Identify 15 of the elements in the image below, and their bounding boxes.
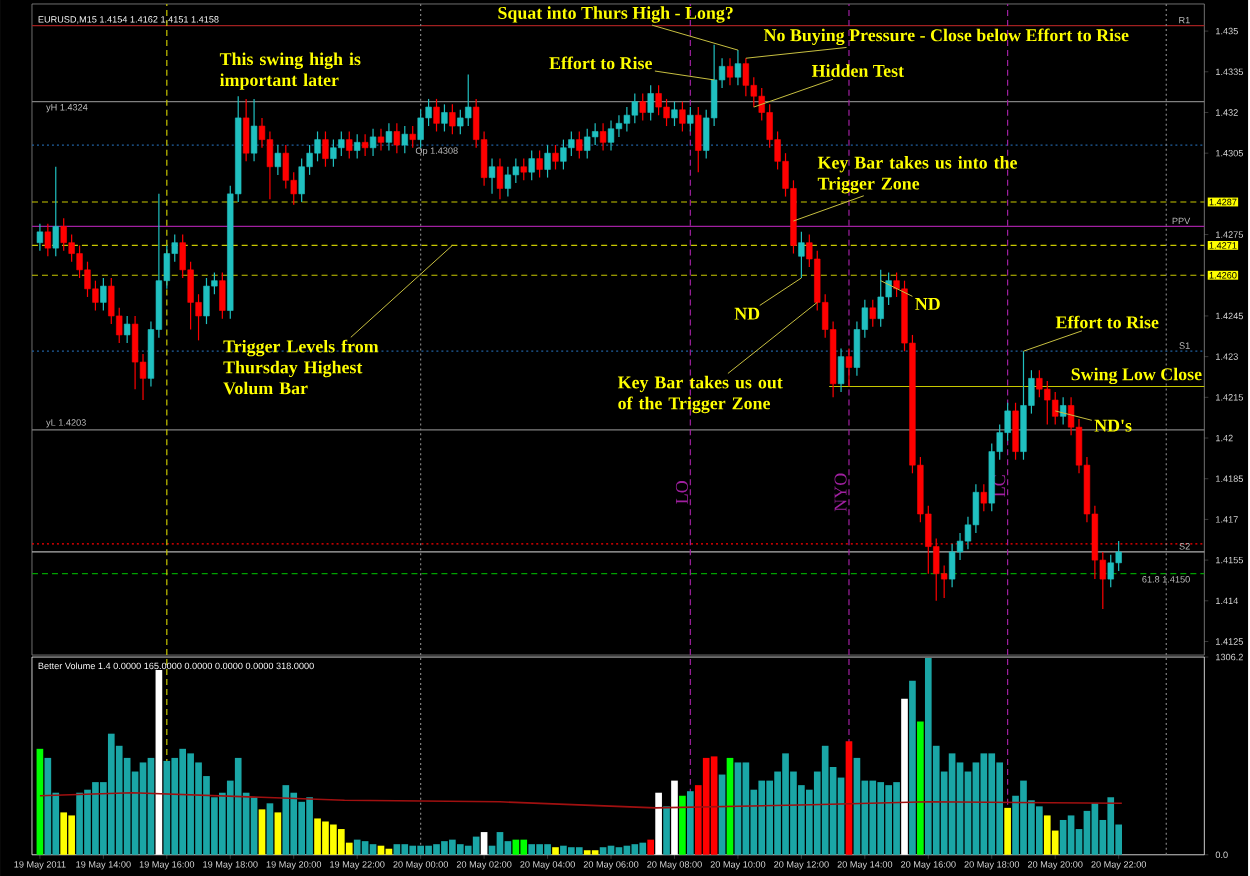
annotation: ND (734, 307, 760, 320)
annotation: Effort to Rise (549, 56, 652, 69)
ref-line-label: NYO (834, 473, 847, 511)
annotation: Squat into Thurs High - Long? (498, 5, 733, 23)
annotation: Key Bar takes us into the Trigger Zone (817, 155, 1018, 194)
annotation: No Buying Pressure - Close below Effort to Rise (763, 28, 1129, 45)
annotation: This swing high is important later (219, 52, 361, 90)
ref-line-label: LO (675, 480, 688, 504)
annotation: Key Bar takes us out of the Trigger Zone (617, 375, 783, 413)
annotation: ND's (1094, 419, 1132, 432)
annotation: Hidden Test (811, 63, 904, 77)
annotation: ND (915, 297, 940, 310)
annotation: Trigger Levels from Thursday Highest Volum Bar (223, 339, 379, 395)
annotation: Effort to Rise (1055, 315, 1159, 329)
ref-line-label: Swing Low Close (1071, 367, 1202, 384)
